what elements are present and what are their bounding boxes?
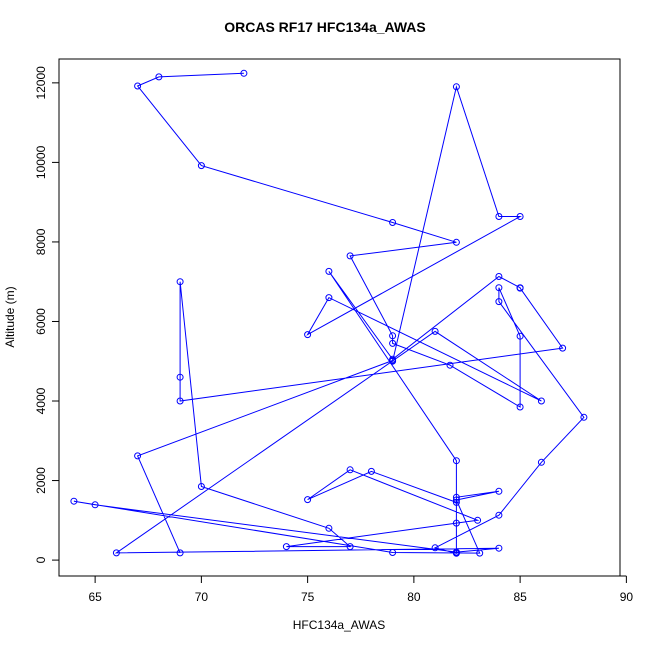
data-point <box>346 466 354 474</box>
data-point <box>452 498 460 506</box>
x-axis: 65 70 75 80 85 90 <box>88 575 634 604</box>
series-layer <box>70 69 588 557</box>
data-point <box>134 452 142 460</box>
data-point <box>537 458 545 466</box>
data-point <box>559 344 567 352</box>
data-point <box>452 496 460 504</box>
data-point <box>476 549 484 557</box>
data-point <box>197 162 205 170</box>
data-point <box>495 213 503 220</box>
data-point <box>325 524 333 532</box>
plot-frame <box>58 58 621 577</box>
data-point <box>452 493 460 501</box>
data-point <box>325 267 333 275</box>
data-point <box>452 519 460 527</box>
data-point <box>495 511 503 519</box>
data-point <box>452 548 460 556</box>
data-point <box>452 457 460 465</box>
data-point <box>495 544 503 552</box>
data-point <box>389 219 397 226</box>
x-tick-label: 80 <box>407 590 421 604</box>
data-point <box>516 332 524 340</box>
data-point <box>346 543 354 551</box>
data-point <box>446 361 454 369</box>
data-point <box>389 549 397 556</box>
data-point <box>516 403 524 411</box>
y-tick-label: 12000 <box>34 66 48 100</box>
y-axis: 0 2000 4000 6000 8000 10000 12000 <box>34 66 60 563</box>
data-point <box>346 252 354 260</box>
data-point <box>516 284 524 292</box>
data-point <box>155 73 163 81</box>
data-point <box>389 357 397 364</box>
data-point <box>91 501 99 509</box>
series-line <box>73 72 585 554</box>
data-point <box>176 373 184 381</box>
y-tick-label: 6000 <box>34 308 48 335</box>
data-point <box>197 483 205 490</box>
data-point <box>176 278 184 286</box>
data-point <box>537 397 545 405</box>
data-point <box>495 298 503 306</box>
data-point <box>452 83 460 91</box>
y-tick-label: 10000 <box>34 145 48 179</box>
x-tick-label: 75 <box>301 590 315 604</box>
data-point <box>474 516 482 524</box>
data-point <box>495 487 503 495</box>
x-tick-label: 70 <box>195 590 209 604</box>
data-point <box>495 284 503 292</box>
data-point <box>325 294 333 302</box>
data-point <box>389 339 397 347</box>
y-tick-label: 4000 <box>34 387 48 414</box>
x-axis-label: HFC134a_AWAS <box>292 618 386 632</box>
data-point <box>452 238 460 246</box>
data-point <box>70 497 78 505</box>
data-point <box>389 332 397 340</box>
data-point <box>304 496 312 504</box>
data-point <box>431 327 439 335</box>
data-point <box>431 544 439 552</box>
data-point <box>112 549 120 557</box>
chart-title: ORCAS RF17 HFC134a_AWAS <box>224 19 426 35</box>
data-point <box>240 69 248 77</box>
data-point <box>580 413 588 421</box>
y-tick-label: 8000 <box>34 228 48 255</box>
y-tick-label: 2000 <box>34 467 48 494</box>
x-tick-label: 85 <box>513 590 527 604</box>
x-tick-label: 65 <box>88 590 102 604</box>
data-point <box>282 543 290 551</box>
data-point <box>516 213 524 220</box>
y-tick-label: 0 <box>34 556 48 563</box>
data-point <box>134 82 142 90</box>
data-point <box>176 549 184 557</box>
data-point <box>304 331 312 339</box>
data-point <box>495 273 503 280</box>
x-tick-label: 90 <box>620 590 634 604</box>
data-point <box>176 397 184 405</box>
data-point <box>367 467 375 475</box>
